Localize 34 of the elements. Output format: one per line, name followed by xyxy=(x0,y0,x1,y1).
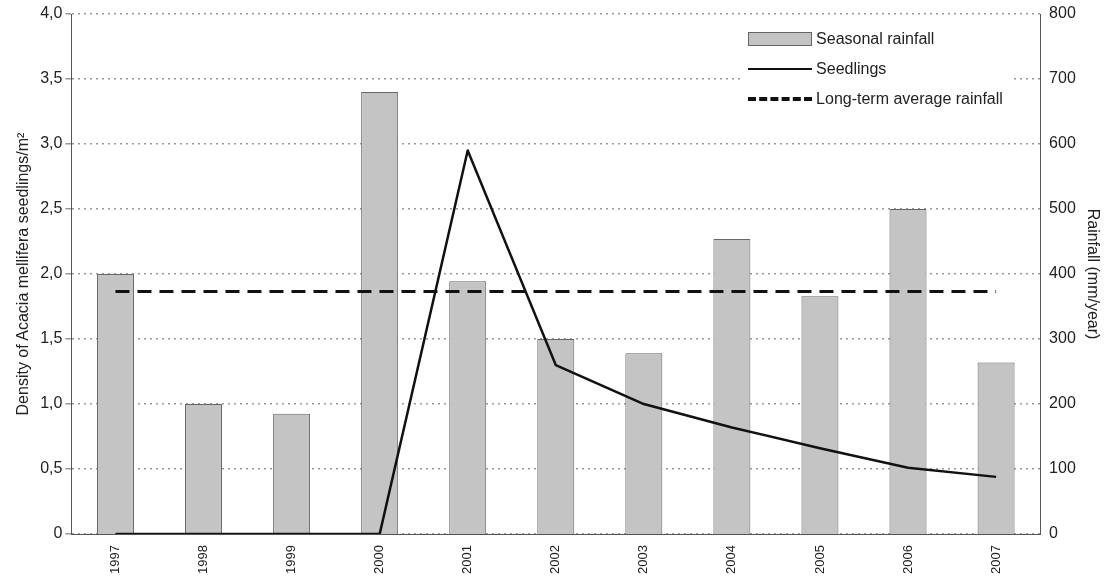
y2-tick-label: 600 xyxy=(1049,134,1076,152)
y2-tick-label: 100 xyxy=(1049,459,1076,477)
y2-tick-label: 300 xyxy=(1049,329,1076,347)
x-tick-label: 2006 xyxy=(899,545,915,574)
y-tick-label: 1,0 xyxy=(40,394,63,412)
x-tick-label: 2000 xyxy=(371,545,387,574)
x-tick-label: 2007 xyxy=(987,545,1003,574)
y-tick-label: 1,5 xyxy=(40,329,63,347)
y-tick-label: 3,0 xyxy=(40,134,63,152)
legend-label: Long-term average rainfall xyxy=(816,90,1003,108)
x-tick-label: 2003 xyxy=(635,545,651,574)
x-tick-label: 2004 xyxy=(723,545,739,574)
y2-tick-label: 0 xyxy=(1049,524,1059,542)
y2-tick-label: 400 xyxy=(1049,264,1076,282)
legend-label: Seasonal rainfall xyxy=(816,30,935,48)
x-tick-label: 1999 xyxy=(283,545,299,574)
x-tick-label: 1998 xyxy=(195,545,211,574)
y2-tick-label: 500 xyxy=(1049,199,1076,217)
x-tick-label: 2002 xyxy=(547,545,563,574)
legend-label: Seedlings xyxy=(816,60,887,78)
y-tick-label: 0,5 xyxy=(40,459,63,477)
y-tick-label: 2,5 xyxy=(40,199,63,217)
y-tick-label: 3,5 xyxy=(40,69,63,87)
x-tick-label: 1997 xyxy=(107,545,123,574)
y-tick-label: 4,0 xyxy=(40,4,63,22)
y2-axis-title: Rainfall (mm/year) xyxy=(1084,208,1102,340)
y-tick-label: 0 xyxy=(53,524,63,542)
y2-tick-label: 200 xyxy=(1049,394,1076,412)
x-tick-label: 2005 xyxy=(811,545,827,574)
y-axis-title: Density of Acacia mellifera seedlings/m² xyxy=(14,131,32,416)
y2-tick-label: 800 xyxy=(1049,4,1076,22)
y-tick-label: 2,0 xyxy=(40,264,63,282)
x-tick-label: 2001 xyxy=(459,545,475,574)
y2-tick-label: 700 xyxy=(1049,69,1076,87)
